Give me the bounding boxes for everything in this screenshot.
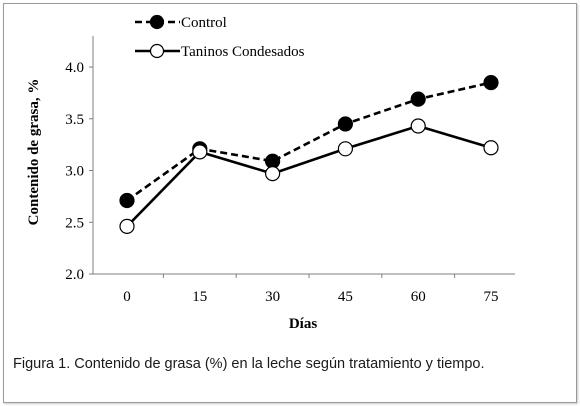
series-line-control: [126, 81, 492, 202]
taninos-point: [410, 118, 426, 134]
figure-caption: Figura 1. Contenido de grasa (%) en la l…: [13, 356, 485, 372]
x-tick-label: 30: [265, 289, 280, 305]
taninos-point: [119, 218, 135, 234]
chart-series: [119, 74, 499, 234]
chart-axes: 2.0 2.5 3.0 3.5 4.0 0 15 30 45 60 75: [65, 36, 515, 305]
legend-marker: [149, 43, 165, 59]
y-axis-label: Contenido de grasa, %: [26, 79, 42, 226]
x-tick-label: 45: [338, 289, 353, 305]
control-point: [410, 91, 426, 107]
figure-frame: [3, 3, 577, 403]
taninos-point: [265, 166, 281, 182]
taninos-point: [337, 141, 353, 157]
taninos-point: [192, 144, 208, 160]
control-point: [483, 74, 499, 91]
x-tick-label: 15: [192, 289, 207, 305]
legend-label: Control: [181, 15, 227, 31]
x-tick-label: 75: [484, 289, 499, 305]
control-point: [337, 116, 353, 132]
chart-legend: Control Taninos Condesados: [135, 14, 305, 60]
y-tick-label: 2.0: [65, 267, 84, 283]
taninos-point: [483, 140, 499, 156]
x-axis-label: Días: [289, 316, 318, 332]
legend-label: Taninos Condesados: [181, 44, 305, 60]
y-tick-label: 3.0: [65, 164, 84, 180]
x-tick-label: 60: [411, 289, 426, 305]
y-tick-label: 3.5: [65, 112, 84, 128]
legend-marker: [149, 14, 165, 30]
control-point: [119, 192, 135, 209]
series-line-taninos: [126, 124, 492, 228]
y-tick-label: 4.0: [65, 60, 84, 76]
x-tick-label: 0: [123, 289, 131, 305]
y-tick-label: 2.5: [65, 215, 84, 231]
